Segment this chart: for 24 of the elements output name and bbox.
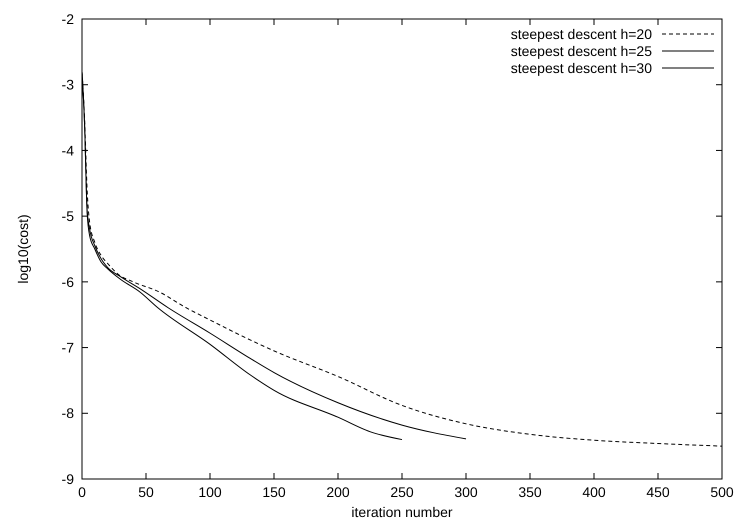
x-tick-label: 400 xyxy=(582,484,606,500)
legend-label: steepest descent h=25 xyxy=(510,43,652,59)
x-tick-label: 450 xyxy=(646,484,670,500)
y-tick-label: -7 xyxy=(62,339,74,356)
legend-label: steepest descent h=30 xyxy=(510,60,652,76)
x-tick-label: 250 xyxy=(390,484,414,500)
x-tick-label: 50 xyxy=(138,484,154,500)
y-axis-title: log10(cost) xyxy=(15,214,31,284)
x-axis-title: iteration number xyxy=(351,504,453,520)
y-tick-label: -9 xyxy=(62,470,74,487)
x-tick-label: 0 xyxy=(78,484,86,500)
y-tick-label: -2 xyxy=(62,10,74,27)
y-tick-label: -4 xyxy=(62,142,74,158)
x-tick-label: 150 xyxy=(262,484,286,500)
x-tick-label: 500 xyxy=(710,484,734,500)
legend-label: steepest descent h=20 xyxy=(510,26,652,42)
x-tick-label: 350 xyxy=(518,484,542,500)
x-tick-label: 100 xyxy=(198,484,222,500)
y-tick-label: -6 xyxy=(62,274,74,290)
y-tick-label: -3 xyxy=(62,76,74,93)
x-tick-label: 300 xyxy=(454,484,478,500)
y-tick-label: -8 xyxy=(62,405,74,422)
y-tick-label: -5 xyxy=(62,208,74,224)
x-tick-label: 200 xyxy=(326,484,350,500)
